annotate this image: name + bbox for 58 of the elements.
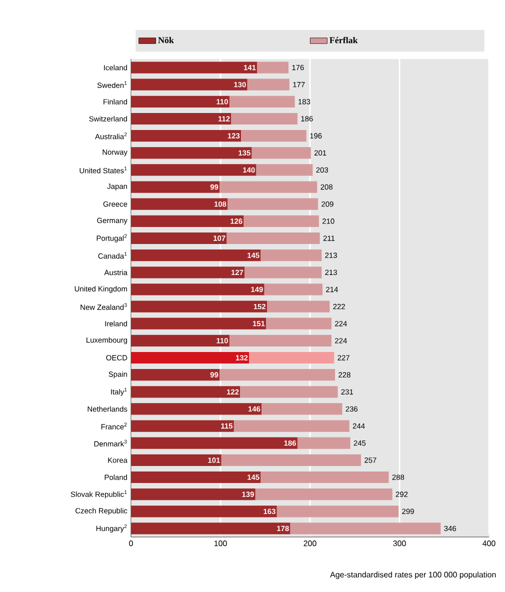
bar: [226, 232, 320, 244]
bar: [244, 266, 322, 278]
bar: [131, 266, 245, 278]
bar: [131, 232, 227, 244]
bar: [231, 112, 298, 125]
bar: [221, 454, 362, 466]
bar: [131, 130, 242, 142]
bar: [264, 284, 323, 296]
bar: [262, 403, 342, 415]
bar: [249, 352, 334, 364]
bar: [240, 386, 338, 398]
bar: [131, 147, 252, 159]
bar: [131, 420, 234, 432]
bar: [131, 506, 277, 518]
bar: [241, 130, 306, 142]
bar: [260, 250, 322, 262]
bar: [131, 334, 230, 346]
bar: [260, 471, 389, 484]
bar: [131, 300, 268, 312]
bar: [276, 506, 399, 518]
bar: [131, 437, 298, 449]
bar: [131, 96, 230, 108]
bar: [220, 181, 318, 193]
bar: [131, 471, 261, 484]
bar: [131, 488, 256, 500]
bar: [131, 215, 244, 227]
bar: [131, 62, 258, 74]
bar: [228, 198, 318, 210]
bar: [220, 369, 336, 381]
bar: [266, 318, 332, 330]
bar: [131, 352, 250, 364]
bar: [267, 300, 330, 312]
bar: [229, 334, 332, 346]
bar: [131, 318, 266, 330]
bar: [257, 62, 289, 74]
bar: [131, 78, 248, 90]
bar: [247, 78, 290, 90]
bar: [131, 164, 256, 176]
legend-label: Férflak: [330, 36, 358, 44]
bar: [244, 215, 319, 227]
bar: [290, 522, 441, 534]
bar: [131, 522, 290, 534]
bar: [229, 96, 295, 108]
bar: [131, 181, 220, 193]
legend-label: Nök: [158, 36, 174, 44]
bar: [131, 403, 262, 415]
bar: [256, 164, 313, 176]
bar: [131, 386, 240, 398]
bar: [297, 437, 350, 449]
bar: [234, 420, 350, 432]
bar: [252, 147, 311, 159]
bar: [131, 250, 261, 262]
bar: [131, 369, 220, 381]
bar: [131, 284, 264, 296]
bar: [131, 198, 228, 210]
bar: [131, 112, 232, 125]
bar: [131, 454, 222, 466]
bar: [255, 488, 392, 500]
